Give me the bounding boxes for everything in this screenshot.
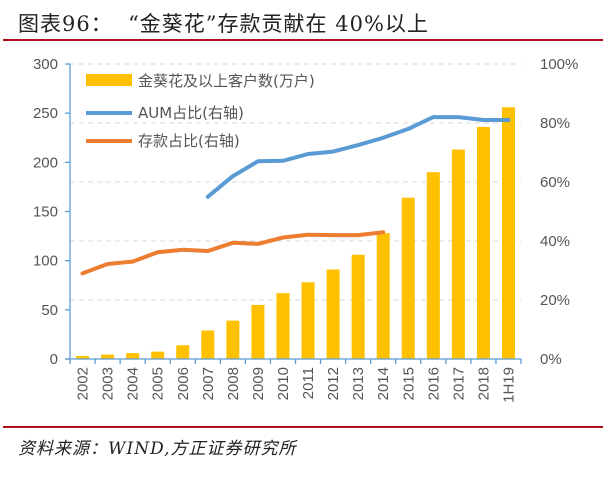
x-axis-tick-label: 2005 bbox=[150, 367, 167, 400]
axes: 0 50 100 150 200 250 300 0% 20% 40% 60% 80% 100% 2002… bbox=[33, 56, 578, 403]
left-axis-tick-label: 150 bbox=[33, 204, 58, 221]
x-axis-tick-label: 2003 bbox=[100, 367, 117, 400]
bar-2007 bbox=[201, 330, 215, 359]
combo-chart: 0 50 100 150 200 250 300 0% 20% 40% 60% 80% 100% 2002… bbox=[33, 56, 578, 403]
bar-2017 bbox=[451, 149, 465, 359]
x-axis-tick-label: 2013 bbox=[350, 367, 367, 400]
right-axis-tick-label: 20% bbox=[540, 292, 570, 309]
right-axis-tick-label: 60% bbox=[540, 174, 570, 191]
left-axis-tick-label: 250 bbox=[33, 105, 58, 122]
bar-2008 bbox=[226, 320, 240, 359]
aum-share-line bbox=[205, 115, 511, 199]
x-axis-tick-label: 2002 bbox=[75, 367, 92, 400]
x-axis-tick-label: 2009 bbox=[250, 367, 267, 400]
gridlines bbox=[70, 63, 521, 301]
x-axis-tick-label: 2008 bbox=[225, 367, 242, 400]
deposit-share-line bbox=[80, 230, 386, 276]
legend: 金葵花及以上客户数(万户) AUM占比(右轴) 存款占比(右轴) bbox=[86, 72, 315, 150]
x-axis-tick-label: 2014 bbox=[375, 367, 392, 400]
x-axis-tick-label: 2015 bbox=[400, 367, 417, 400]
bar-2013 bbox=[351, 254, 365, 359]
left-axis-tick-label: 0 bbox=[50, 351, 58, 368]
source-note: 资料来源：WIND,方正证券研究所 bbox=[18, 439, 297, 459]
bar-2002 bbox=[76, 356, 90, 359]
bar-2014 bbox=[376, 233, 390, 359]
bar-2010 bbox=[276, 293, 290, 359]
right-axis-tick-label: 40% bbox=[540, 233, 570, 250]
bar-1H19 bbox=[501, 107, 515, 360]
bar-2004 bbox=[126, 353, 140, 359]
footer-divider bbox=[3, 426, 603, 428]
left-axis-tick-label: 50 bbox=[41, 302, 58, 319]
bar-2018 bbox=[476, 126, 490, 359]
bar-2009 bbox=[251, 304, 265, 359]
right-axis-tick-label: 100% bbox=[540, 56, 578, 73]
bar-2006 bbox=[176, 345, 190, 359]
bar-2015 bbox=[401, 197, 415, 359]
x-axis-tick-label: 2010 bbox=[275, 367, 292, 400]
bar-2003 bbox=[101, 354, 115, 359]
x-axis-tick-label: 2007 bbox=[200, 367, 217, 400]
x-axis-tick-label: 2012 bbox=[325, 367, 342, 400]
bar-2005 bbox=[151, 351, 165, 359]
left-axis-tick-label: 100 bbox=[33, 253, 58, 270]
legend-label-aum: AUM占比(右轴) bbox=[138, 104, 244, 122]
bar-series bbox=[76, 107, 515, 360]
x-axis-tick-label: 2017 bbox=[450, 367, 467, 400]
right-axis-tick-label: 80% bbox=[540, 115, 570, 132]
x-axis-tick-label: 2011 bbox=[300, 367, 317, 399]
x-axis-tick-label: 2016 bbox=[425, 367, 442, 400]
left-axis-tick-label: 300 bbox=[33, 56, 58, 73]
x-axis-tick-label: 2018 bbox=[475, 367, 492, 400]
legend-swatch-customers bbox=[86, 74, 132, 86]
left-axis-tick-label: 200 bbox=[33, 154, 58, 171]
legend-label-deposit: 存款占比(右轴) bbox=[138, 132, 240, 150]
bar-2012 bbox=[326, 269, 340, 359]
x-axis-tick-label: 1H19 bbox=[500, 367, 517, 403]
x-axis-tick-label: 2006 bbox=[175, 367, 192, 400]
x-axis-tick-label: 2004 bbox=[125, 367, 142, 400]
line-series bbox=[80, 115, 511, 276]
bar-2011 bbox=[301, 282, 315, 359]
figure-title: 图表96： “金葵花”存款贡献在 40%以上 bbox=[18, 12, 429, 36]
legend-label-customers: 金葵花及以上客户数(万户) bbox=[138, 72, 315, 90]
title-divider bbox=[3, 39, 603, 41]
right-axis-tick-label: 0% bbox=[540, 351, 562, 368]
bar-2016 bbox=[426, 172, 440, 359]
